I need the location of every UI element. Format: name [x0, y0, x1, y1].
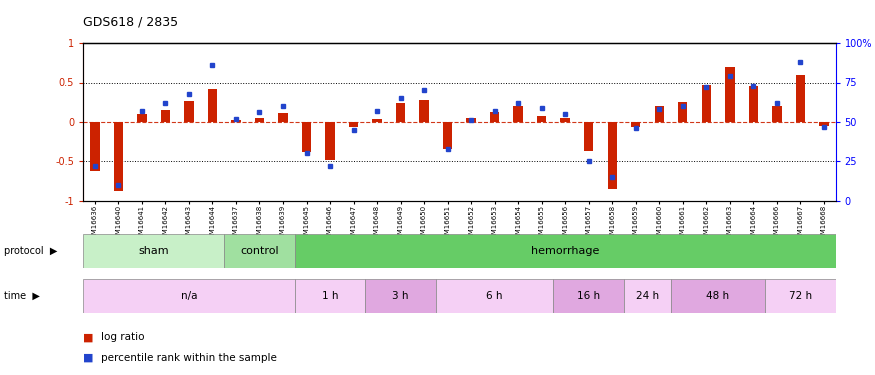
Text: control: control	[240, 246, 279, 256]
Text: ■: ■	[83, 333, 97, 342]
Bar	[443, 122, 452, 149]
Text: 72 h: 72 h	[788, 291, 812, 301]
Bar	[514, 106, 523, 122]
Bar	[749, 87, 758, 122]
Bar	[231, 120, 241, 122]
Text: 16 h: 16 h	[578, 291, 600, 301]
Text: n/a: n/a	[181, 291, 197, 301]
Bar	[554, 279, 624, 313]
Bar	[161, 110, 170, 122]
Bar	[302, 122, 312, 152]
Text: 3 h: 3 h	[392, 291, 409, 301]
Bar	[819, 122, 829, 126]
Bar	[490, 112, 500, 122]
Bar	[725, 67, 734, 122]
Bar	[366, 279, 436, 313]
Bar	[795, 75, 805, 122]
Bar	[83, 279, 295, 313]
Bar	[295, 279, 366, 313]
Text: ■: ■	[83, 353, 97, 363]
Bar	[466, 118, 476, 122]
Bar	[624, 279, 671, 313]
Text: 6 h: 6 h	[487, 291, 503, 301]
Text: time  ▶: time ▶	[4, 291, 40, 301]
Bar	[537, 116, 546, 122]
Bar	[584, 122, 593, 151]
Bar	[607, 122, 617, 189]
Text: GDS618 / 2835: GDS618 / 2835	[83, 15, 178, 28]
Text: protocol  ▶: protocol ▶	[4, 246, 58, 256]
Bar	[349, 122, 358, 128]
Text: 1 h: 1 h	[322, 291, 339, 301]
Text: 48 h: 48 h	[706, 291, 730, 301]
Bar	[83, 234, 224, 268]
Bar	[207, 89, 217, 122]
Bar	[436, 279, 554, 313]
Bar	[295, 234, 836, 268]
Bar	[765, 279, 836, 313]
Bar	[631, 122, 640, 128]
Text: sham: sham	[138, 246, 169, 256]
Bar	[326, 122, 335, 160]
Bar	[185, 100, 193, 122]
Bar	[224, 234, 295, 268]
Bar	[671, 279, 765, 313]
Bar	[654, 106, 664, 122]
Bar	[678, 102, 688, 122]
Bar	[561, 118, 570, 122]
Bar	[137, 114, 147, 122]
Text: percentile rank within the sample: percentile rank within the sample	[101, 353, 276, 363]
Bar	[278, 113, 288, 122]
Bar	[255, 118, 264, 122]
Text: 24 h: 24 h	[636, 291, 659, 301]
Bar	[702, 85, 711, 122]
Text: log ratio: log ratio	[101, 333, 144, 342]
Text: hemorrhage: hemorrhage	[531, 246, 599, 256]
Bar	[396, 103, 405, 122]
Bar	[772, 106, 781, 122]
Bar	[373, 119, 382, 122]
Bar	[90, 122, 100, 171]
Bar	[419, 100, 429, 122]
Bar	[114, 122, 123, 191]
